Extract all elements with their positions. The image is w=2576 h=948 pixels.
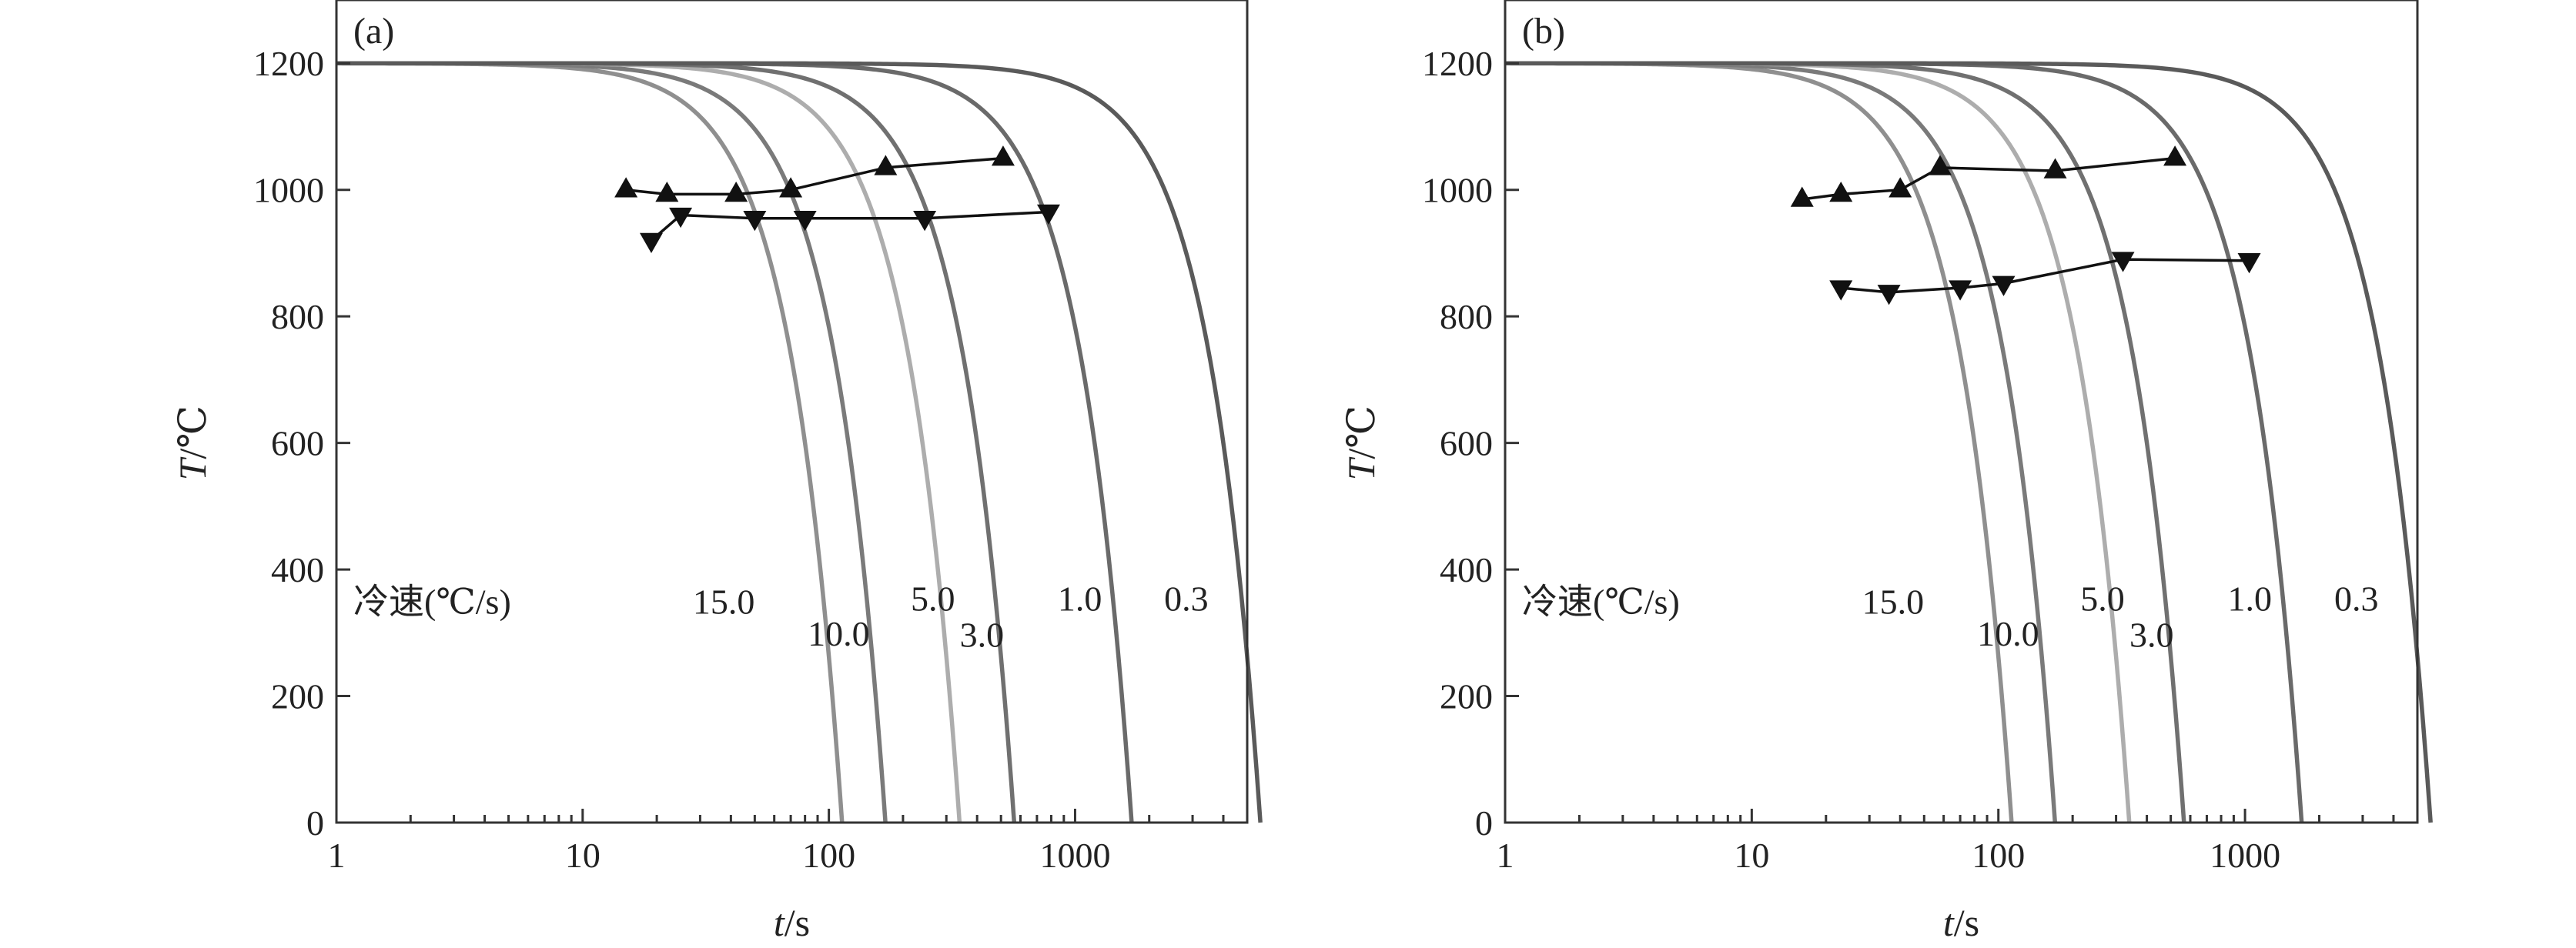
transformation-finish-line [1841, 258, 2250, 294]
cooling-curve-3-0 [336, 61, 1017, 823]
transformation-finish-marker-3 [1992, 275, 2016, 296]
curve-label-0-3: 0.3 [2334, 579, 2379, 619]
curve-label-15-0: 15.0 [693, 582, 755, 622]
x-tick-label-100: 100 [1972, 836, 2025, 875]
transformation-finish-marker-1 [1877, 285, 1901, 305]
curve-label-3-0: 3.0 [960, 615, 1005, 654]
transformation-finish-marker-2 [743, 210, 767, 232]
x-axis-title: t/s [774, 901, 810, 944]
cooling-curve-15-0 [1505, 61, 2014, 823]
transformation-start-marker-4 [874, 155, 898, 175]
y-tick-label-0: 0 [1475, 803, 1493, 843]
curve-label-15-0: 15.0 [1862, 582, 1925, 622]
transformation-finish-marker-0 [1829, 280, 1853, 301]
transformation-finish-marker-4 [913, 210, 937, 232]
chart-panel-b: 15.0 10.0 5.03.0 1.0 0.3 1 10 100 1000 0 200 400 600… [1340, 0, 2433, 944]
x-tick-label-100: 100 [802, 836, 855, 875]
panel-label: (a) [353, 11, 394, 52]
transformation-start-marker-1 [1829, 181, 1853, 202]
cooling-rate-legend-title: 冷速(℃/s) [1522, 582, 1680, 622]
y-tick-label-200: 200 [1440, 677, 1493, 716]
transformation-start-marker-0 [614, 177, 638, 198]
transformation-finish-marker-3 [793, 210, 817, 232]
y-tick-label-400: 400 [1440, 550, 1493, 589]
y-tick-label-0: 0 [306, 803, 324, 843]
transformation-start-marker-3 [1928, 155, 1952, 175]
transformation-start-marker-2 [1889, 177, 1912, 198]
cooling-curve-15-0 [336, 61, 845, 823]
cooling-curve-3-0 [1505, 61, 2186, 823]
x-tick-label-1000: 1000 [2210, 836, 2280, 875]
x-tick-label-1: 1 [1497, 836, 1514, 875]
x-tick-label-1000: 1000 [1039, 836, 1110, 875]
curve-label-3-0: 3.0 [2129, 615, 2174, 654]
plot-frame [335, 0, 1249, 824]
curve-label-10-0: 10.0 [808, 614, 870, 653]
cooling-curve-5-0 [336, 61, 962, 823]
chart-panel-a: 15.0 10.0 5.03.0 1.0 0.3 1 10 100 1000 0 200 400 600… [171, 0, 1263, 944]
transformation-finish-marker-5 [1036, 204, 1060, 225]
transformation-finish-marker-5 [2237, 253, 2261, 274]
y-tick-label-600: 600 [271, 424, 324, 463]
transformation-start-marker-4 [2043, 158, 2067, 179]
y-tick-label-1000: 1000 [253, 171, 324, 210]
cooling-curve-0-3 [1505, 61, 2433, 823]
curve-label-1-0: 1.0 [1058, 579, 1102, 619]
y-axis-title: T/℃ [1340, 406, 1383, 481]
y-tick-label-800: 800 [271, 297, 324, 336]
y-tick-label-1000: 1000 [1422, 171, 1493, 210]
x-tick-label-1: 1 [328, 836, 346, 875]
transformation-start-marker-0 [1790, 186, 1814, 207]
cooling-curve-1-0 [1505, 61, 2304, 823]
cooling-rate-legend-title: 冷速(℃/s) [353, 582, 511, 622]
cooling-curve-1-0 [336, 61, 1134, 823]
y-tick-label-600: 600 [1440, 424, 1493, 463]
curve-label-1-0: 1.0 [2227, 579, 2272, 619]
y-tick-label-400: 400 [271, 550, 324, 589]
transformation-start-line [1802, 156, 2176, 201]
transformation-start-marker-2 [724, 181, 748, 202]
transformation-start-marker-5 [2163, 145, 2187, 166]
y-tick-label-1200: 1200 [1422, 44, 1493, 83]
transformation-start-marker-3 [779, 177, 803, 198]
transformation-start-marker-1 [655, 181, 679, 202]
y-axis-title: T/℃ [171, 406, 214, 481]
y-tick-label-200: 200 [271, 677, 324, 716]
x-axis-title: t/s [1943, 901, 1979, 944]
transformation-start-marker-5 [991, 145, 1015, 166]
cooling-curve-5-0 [1505, 61, 2132, 823]
curve-label-10-0: 10.0 [1977, 614, 2039, 653]
transformation-finish-marker-0 [639, 232, 663, 253]
transformation-finish-marker-1 [669, 207, 693, 229]
cooling-curve-0-3 [336, 61, 1263, 823]
transformation-finish-marker-4 [2111, 252, 2135, 272]
curve-label-5-0: 5.0 [911, 579, 955, 619]
plot-frame [1504, 0, 2419, 824]
transformation-finish-marker-2 [1949, 280, 1972, 301]
y-tick-label-1200: 1200 [253, 44, 324, 83]
x-tick-label-10: 10 [1734, 836, 1769, 875]
transformation-start-line [625, 156, 1004, 196]
curve-label-0-3: 0.3 [1164, 579, 1209, 619]
transformation-finish-line [650, 210, 1049, 242]
curve-label-5-0: 5.0 [2080, 579, 2125, 619]
panel-label: (b) [1522, 11, 1565, 52]
x-tick-label-10: 10 [565, 836, 601, 875]
y-tick-label-800: 800 [1440, 297, 1493, 336]
